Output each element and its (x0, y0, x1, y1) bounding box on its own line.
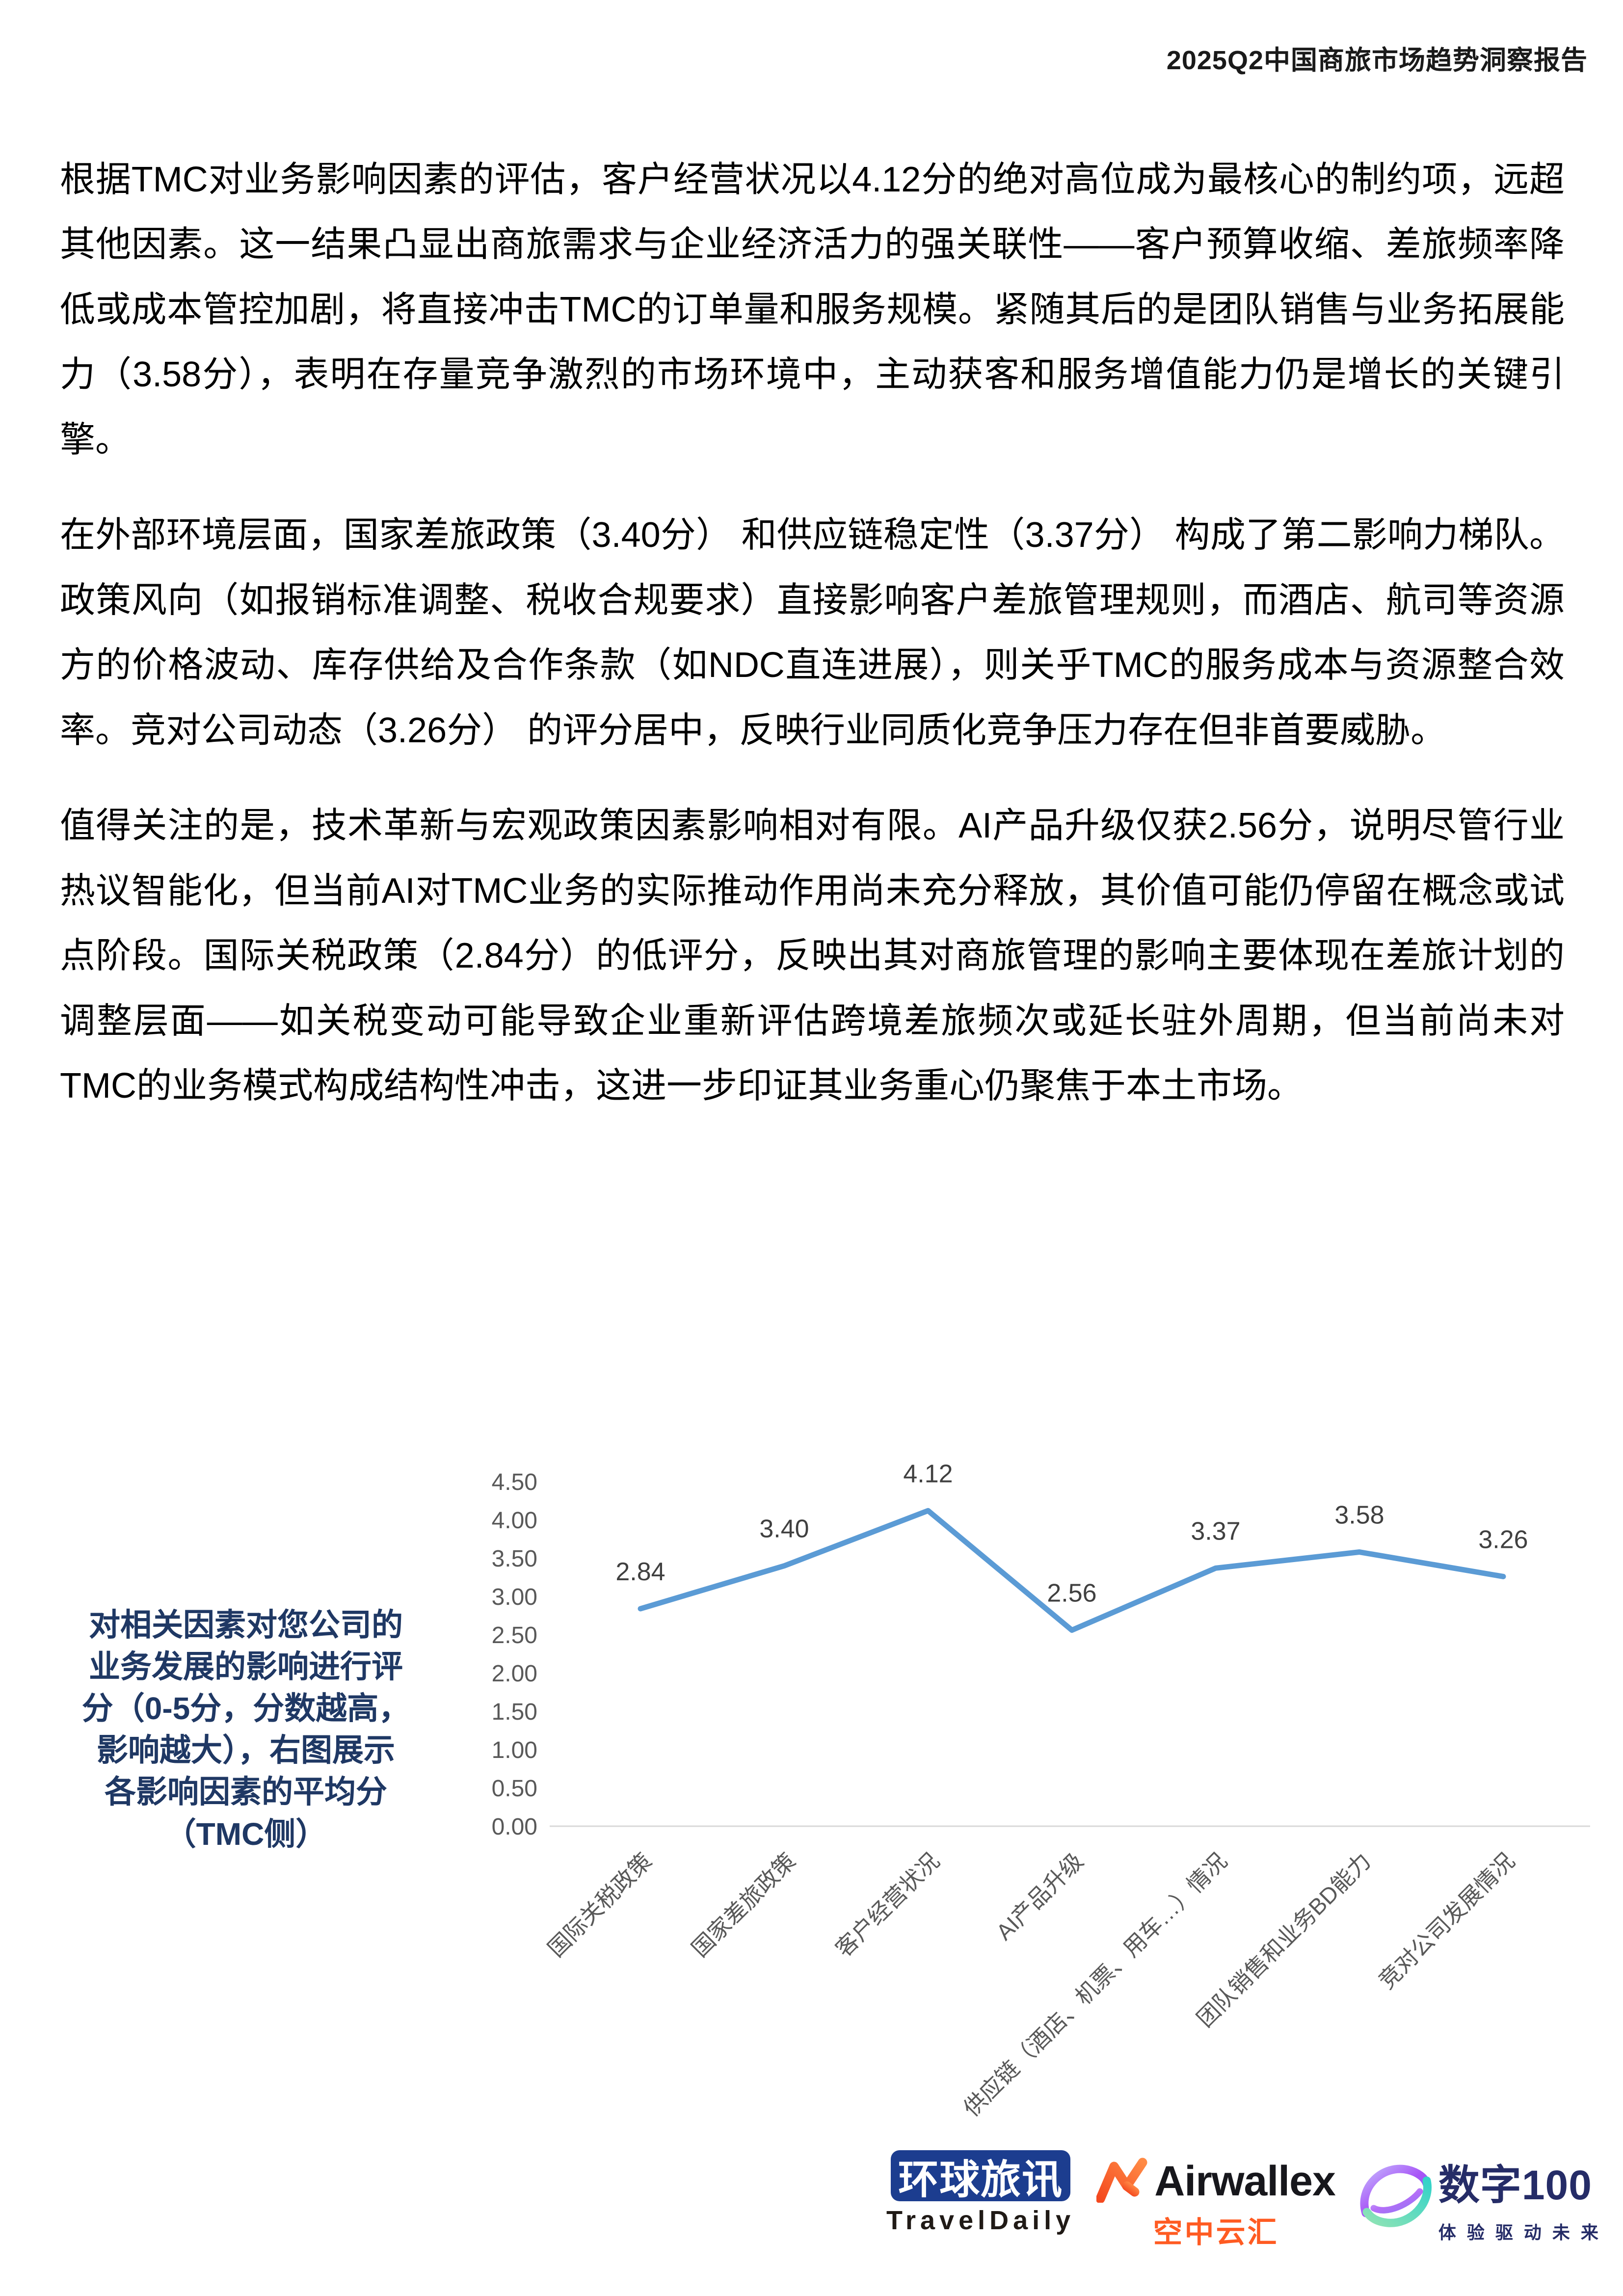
line-chart-svg: 0.00 0.50 1.00 1.50 2.00 2.50 3.00 3.50 4.00 4.50… (492, 1459, 1590, 2122)
chart-text: 3.00 (492, 1584, 537, 1610)
chart-text: 3.40 (759, 1515, 809, 1543)
chart-text: 3.58 (1334, 1501, 1384, 1530)
chart-note: 对相关因素对您公司的 业务发展的影响进行评 分（0-5分，分数越高， 影响越大）… (47, 1604, 445, 1855)
chart-text: 4.50 (492, 1469, 537, 1495)
chart-text: 2.84 (615, 1558, 665, 1586)
logo-airwallex: Airwallex 空中云汇 (1095, 2150, 1336, 2251)
chart-text: 3.50 (492, 1546, 537, 1572)
chart-note-line: 分（0-5分，分数越高， (81, 1691, 410, 1727)
paragraph-1: 根据TMC对业务影响因素的评估，客户经营状况以4.12分的绝对高位成为最核心的制… (60, 160, 1565, 459)
chart-text: 2.50 (492, 1622, 537, 1648)
logo-traveldaily: 环球旅讯 TravelDaily (886, 2150, 1075, 2236)
chart-text: 3.37 (1191, 1517, 1240, 1545)
airwallex-logo-icon (1095, 2158, 1147, 2205)
logo-digital100: 数字100 体验驱动未来 (1357, 2150, 1609, 2246)
traveldaily-logo-icon: 环球旅讯 (891, 2150, 1071, 2202)
line-chart: 0.00 0.50 1.00 1.50 2.00 2.50 3.00 3.50 4.00 4.50… (461, 1448, 1610, 2175)
footer-logos: 环球旅讯 TravelDaily (886, 2150, 1609, 2251)
chart-text: 2.56 (1047, 1579, 1096, 1608)
chart-text: 竞对公司发展情况 (1374, 1848, 1519, 1994)
chart-note-line: （TMC侧） (164, 1816, 327, 1852)
traveldaily-logo-text: TravelDaily (886, 2206, 1075, 2235)
chart-text: 0.50 (492, 1776, 537, 1802)
paragraph-2: 在外部环境层面，国家差旅政策（3.40分） 和供应链稳定性（3.37分） 构成了… (60, 515, 1565, 750)
chart-note-line: 各影响因素的平均分 (105, 1774, 387, 1810)
chart-text: 1.00 (492, 1737, 537, 1763)
digital100-logo-text: 数字100 (1438, 2162, 1592, 2208)
chart-text: AI产品升级 (991, 1848, 1088, 1945)
chart-text: 国际关税政策 (543, 1848, 657, 1962)
airwallex-cn-text: 空中云汇 (1153, 2216, 1279, 2249)
chart-text: 4.00 (492, 1508, 537, 1534)
paragraph-3: 值得关注的是，技术革新与宏观政策因素影响相对有限。AI产品升级仅获2.56分，说… (60, 806, 1565, 1106)
chart-text: 4.12 (903, 1459, 953, 1488)
chart-note-line: 影响越大），右图展示 (97, 1732, 395, 1768)
series-line (638, 1508, 1506, 1633)
chart-text: 客户经营状况 (830, 1848, 944, 1962)
airwallex-logo-text: Airwallex (1154, 2158, 1336, 2205)
chart-note-line: 对相关因素对您公司的 (89, 1607, 403, 1643)
body-text: 根据TMC对业务影响因素的评估，客户经营状况以4.12分的绝对高位成为最核心的制… (60, 147, 1565, 1149)
chart-text: 供应链（酒店、机票、用车…）情况 (958, 1848, 1232, 2121)
chart-text: 1.50 (492, 1699, 537, 1725)
chart-text: 3.26 (1478, 1525, 1528, 1554)
chart-text: 0.00 (492, 1814, 537, 1840)
chart-note-line: 业务发展的影响进行评 (89, 1649, 403, 1685)
page-header-title: 2025Q2中国商旅市场趋势洞察报告 (1166, 46, 1588, 75)
chart-text: 国家差旅政策 (687, 1848, 800, 1962)
digital100-slogan: 体验驱动未来 (1438, 2222, 1609, 2242)
chart-text: 2.00 (492, 1661, 537, 1687)
digital100-logo-icon (1357, 2150, 1436, 2246)
